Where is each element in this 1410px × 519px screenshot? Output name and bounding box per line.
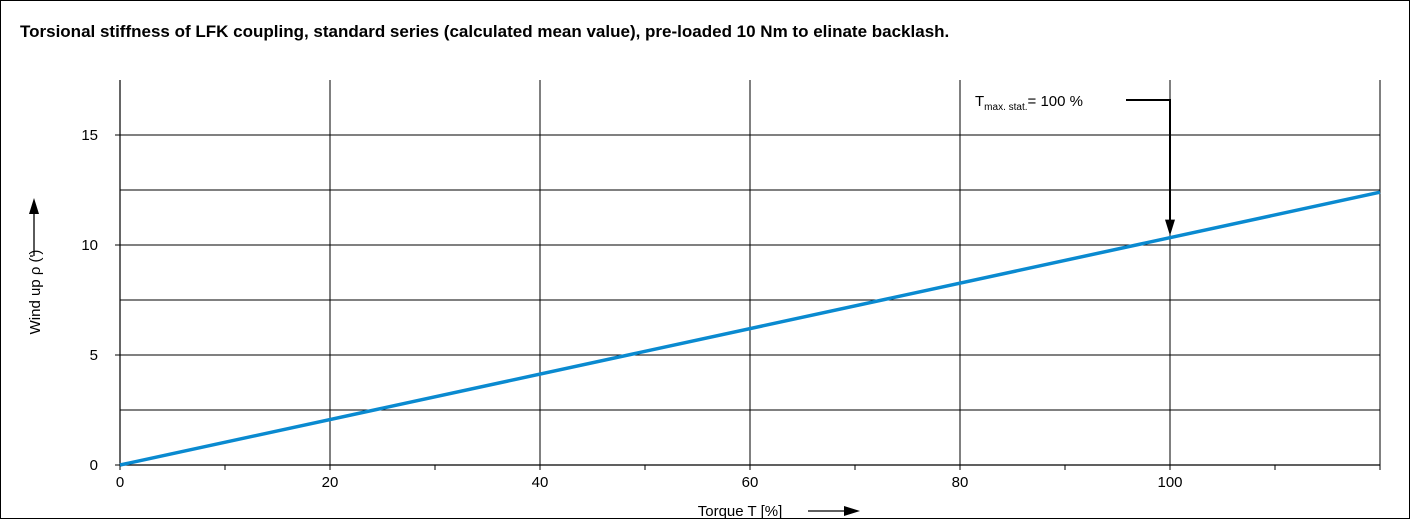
x-axis-label: Torque T [%] — [698, 503, 783, 519]
annotation-subscript: max. stat. — [984, 102, 1027, 113]
grid-layer — [119, 80, 1381, 465]
y-axis-arrow-head — [29, 198, 39, 214]
x-tick-label: 60 — [742, 474, 759, 491]
x-tick-label: 40 — [532, 474, 549, 491]
y-tick-label: 15 — [81, 127, 98, 144]
series-line — [119, 190, 1381, 467]
axes-layer — [115, 80, 1381, 470]
data-layer — [119, 190, 1381, 467]
x-axis-arrow-head — [844, 506, 860, 516]
x-tick-label: 20 — [322, 474, 339, 491]
y-axis-label: Wind up ρ (') — [27, 250, 44, 335]
x-tick-label: 80 — [952, 474, 969, 491]
annotation-arrow-head — [1165, 219, 1175, 236]
annotation-label: Tmax. stat.= 100 % — [975, 93, 1083, 113]
chart-title: Torsional stiffness of LFK coupling, sta… — [20, 22, 950, 41]
annotation-main: T — [975, 93, 984, 110]
x-tick-label: 100 — [1157, 474, 1182, 491]
x-tick-label: 0 — [116, 474, 124, 491]
label-layer: 0 20 40 60 80 100 0 5 10 15 Torque T [%] Wind up ρ … — [27, 93, 1183, 519]
y-tick-label: 0 — [90, 457, 98, 474]
annotation-suffix: = 100 % — [1028, 93, 1083, 110]
y-tick-label: 10 — [81, 237, 98, 254]
annotation-leader — [1126, 99, 1171, 222]
y-tick-label: 5 — [90, 347, 98, 364]
